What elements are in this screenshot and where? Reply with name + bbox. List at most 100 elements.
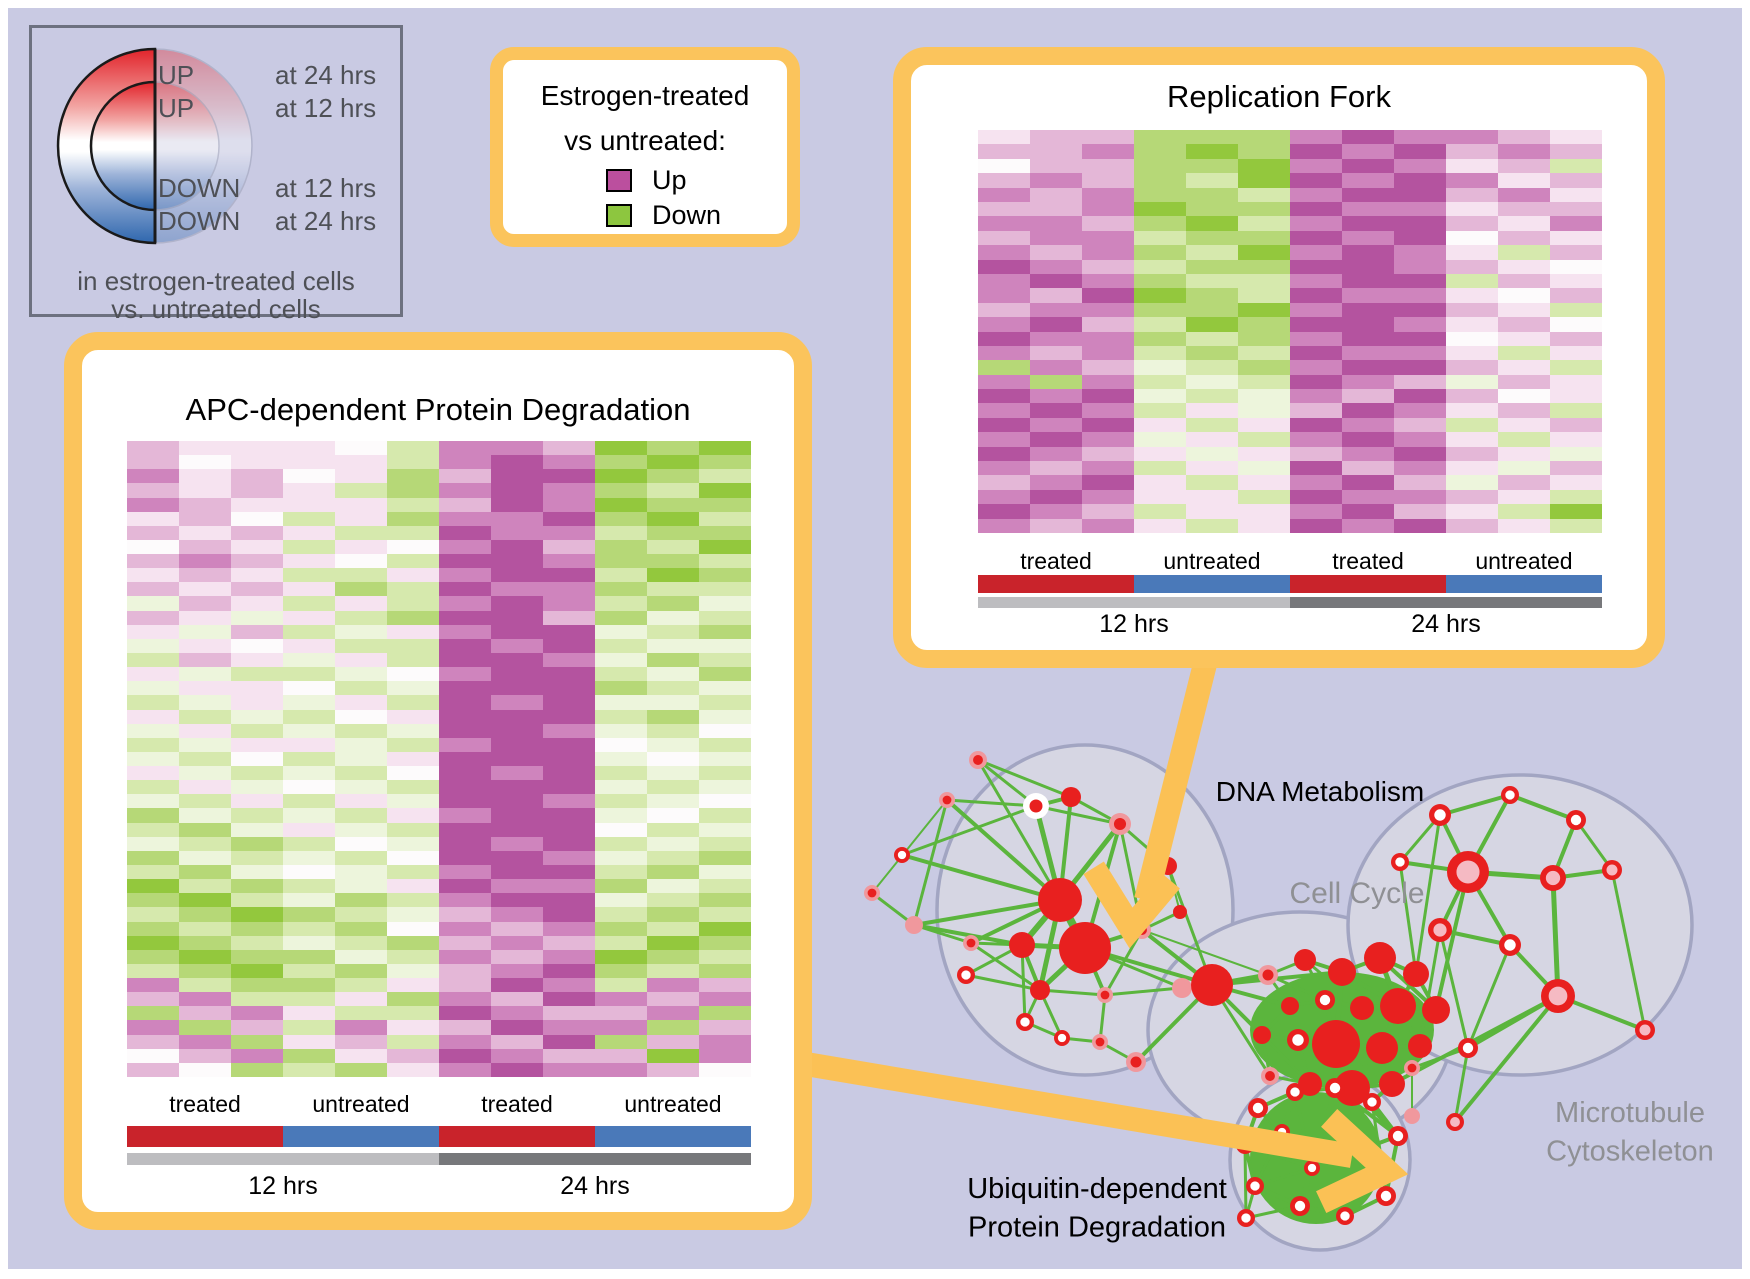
heatmap-cell (1498, 173, 1550, 188)
heatmap-cell (647, 766, 699, 781)
heatmap-cell (595, 836, 647, 851)
heatmap-cell (1082, 374, 1134, 390)
heatmap-cell (1290, 374, 1342, 390)
heatmap-cell (1394, 173, 1446, 188)
heatmap-cell (283, 992, 335, 1007)
heatmap-cell (387, 554, 439, 569)
heatmap-cell (283, 893, 335, 908)
heatmap-cell (335, 511, 387, 526)
network-node-core (1450, 1117, 1460, 1127)
heatmap-cell (595, 1048, 647, 1063)
heatmap-cell (1498, 245, 1550, 260)
heatmap-cell (647, 1062, 699, 1077)
heatmap-cell (1342, 475, 1394, 490)
heatmap-cell (127, 751, 179, 767)
heatmap-cell (978, 230, 1030, 246)
network-edge (900, 804, 1038, 857)
network-edge (1141, 929, 1269, 976)
heatmap-cell (231, 723, 283, 738)
heatmap-cell (1238, 432, 1290, 447)
heatmap-cell (491, 780, 543, 795)
heatmap-cell (179, 455, 231, 470)
heatmap-cell (1342, 173, 1394, 188)
heatmap-cell (699, 893, 751, 908)
heatmap-cell (231, 624, 283, 639)
heatmap-cell (543, 737, 595, 752)
heatmap-cell (179, 794, 231, 809)
heatmap-cell (1134, 216, 1186, 231)
heatmap-cell (179, 695, 231, 710)
heatmap-cell (127, 1006, 179, 1021)
network-node-core (1265, 1071, 1275, 1081)
heatmap-cell (699, 992, 751, 1007)
heatmap-cell (543, 808, 595, 823)
heatmap-cell (647, 978, 699, 993)
heatmap-cell (1186, 446, 1238, 462)
heatmap-cell (439, 483, 491, 498)
heatmap-cell (699, 978, 751, 993)
legend-down-12-dir: DOWN (158, 173, 241, 203)
heatmap-cell (387, 638, 439, 653)
heatmap-cell (647, 624, 699, 639)
heatmap-cell (283, 497, 335, 512)
heatmap-cell (978, 144, 1030, 159)
heatmap-cell (231, 864, 283, 880)
heatmap-cell (1446, 201, 1498, 217)
heatmap-cell (1550, 259, 1602, 274)
heatmap-cell (1238, 201, 1290, 217)
heatmap-cell (699, 1006, 751, 1021)
heatmap-cell (127, 497, 179, 512)
heatmap-cell (231, 483, 283, 498)
heatmap-cell (1394, 230, 1446, 246)
time-label: 12 hrs (248, 1172, 318, 1200)
heatmap-cell (647, 652, 699, 668)
heatmap-cell (439, 610, 491, 625)
network-node-core (1548, 986, 1568, 1006)
heatmap-cell (543, 667, 595, 682)
heatmap-cell (1238, 360, 1290, 375)
heatmap-cell (1446, 302, 1498, 318)
apc-condition-bar (127, 1126, 751, 1147)
heatmap-cell (387, 850, 439, 865)
heatmap-cell (1290, 331, 1342, 346)
heatmap-cell (335, 483, 387, 498)
heatmap-cell (543, 949, 595, 964)
heatmap-cell (1446, 360, 1498, 375)
heatmap-cell (543, 963, 595, 979)
heatmap-cell (387, 921, 439, 936)
time-label: 24 hrs (1411, 610, 1481, 638)
heatmap-cell (491, 554, 543, 569)
heatmap-cell (543, 455, 595, 470)
heatmap-cell (1238, 230, 1290, 246)
heatmap-cell (699, 822, 751, 837)
heatmap-cell (1446, 489, 1498, 505)
heatmap-cell (1134, 446, 1186, 462)
heatmap-cell (699, 624, 751, 639)
heatmap-cell (283, 539, 335, 555)
heatmap-cell (491, 921, 543, 936)
network-edge (1038, 988, 1107, 997)
heatmap-cell (283, 483, 335, 498)
heatmap-cell (231, 554, 283, 569)
heatmap-cell (335, 638, 387, 653)
heatmap-cell (231, 681, 283, 696)
heatmap-cell (595, 893, 647, 908)
heatmap-cell (1446, 432, 1498, 447)
heatmap-cell (335, 1048, 387, 1063)
heatmap-cell (231, 978, 283, 993)
heatmap-cell (1082, 288, 1134, 303)
heatmap-cell (491, 681, 543, 696)
heatmap-cell (1082, 518, 1134, 533)
time-bar-segment (127, 1153, 439, 1165)
heatmap-cell (491, 469, 543, 484)
heatmap-cell (387, 737, 439, 752)
heatmap-cell (1186, 130, 1238, 145)
heatmap-cell (1186, 432, 1238, 447)
heatmap-cell (439, 935, 491, 950)
heatmap-cell (543, 822, 595, 837)
heatmap-cell (1186, 245, 1238, 260)
heatmap-cell (491, 539, 543, 555)
heatmap-cell (1550, 273, 1602, 289)
heatmap-cell (1498, 475, 1550, 490)
network-edge (1438, 793, 1512, 817)
